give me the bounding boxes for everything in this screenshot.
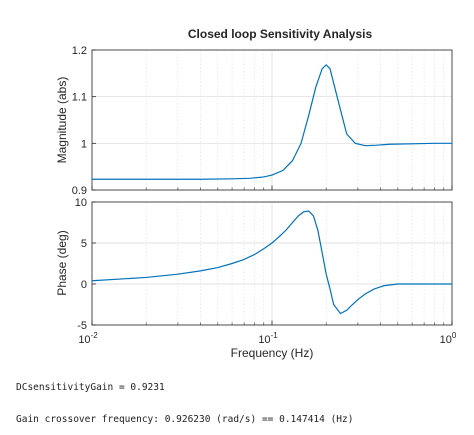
magnitude-series-line [92,64,452,180]
magnitude-y-tick-label: 1.1 [72,92,87,104]
phase-axes: -5 0 5 10 Phase (deg) [55,197,453,332]
magnitude-y-tick-label: 1.2 [72,45,87,57]
phase-series-line [91,210,452,315]
magnitude-grid [91,49,453,191]
x-axis-label: Frequency (Hz) [231,346,314,360]
phase-y-axis-label: Phase (deg) [55,230,69,295]
magnitude-y-tick-label: 0.9 [72,185,87,197]
phase-y-tick-label: -5 [77,320,87,332]
phase-y-tick-label: 10 [75,197,87,209]
x-tick-label: 10-2 [78,331,98,346]
magnitude-y-axis-label: Magnitude (abs) [55,77,69,164]
gain-crossover-output: Gain crossover frequency: 0.926230 (rad/… [16,414,354,425]
magnitude-axes: 0.9 1 1.1 1.2 Magnitude (abs) [55,45,453,197]
x-tick-label: 100 [440,331,457,346]
dc-sensitivity-gain-output: DCsensitivityGain = 0.9231 [16,382,165,393]
x-tick-label: 10-1 [258,331,278,346]
chart-title: Closed loop Sensitivity Analysis [188,27,373,41]
x-tick-labels: 10-2 10-1 100 [78,331,457,346]
phase-y-tick-label: 5 [81,238,87,250]
phase-y-tick-label: 0 [81,279,87,291]
magnitude-y-tick-label: 1 [81,138,87,150]
closed-loop-sensitivity-figure: Closed loop Sensitivity Analysis 0.9 1 1.1… [55,27,457,360]
magnitude-ticks: 0.9 1 1.1 1.2 [72,45,453,197]
phase-ticks: -5 0 5 10 [75,197,453,332]
